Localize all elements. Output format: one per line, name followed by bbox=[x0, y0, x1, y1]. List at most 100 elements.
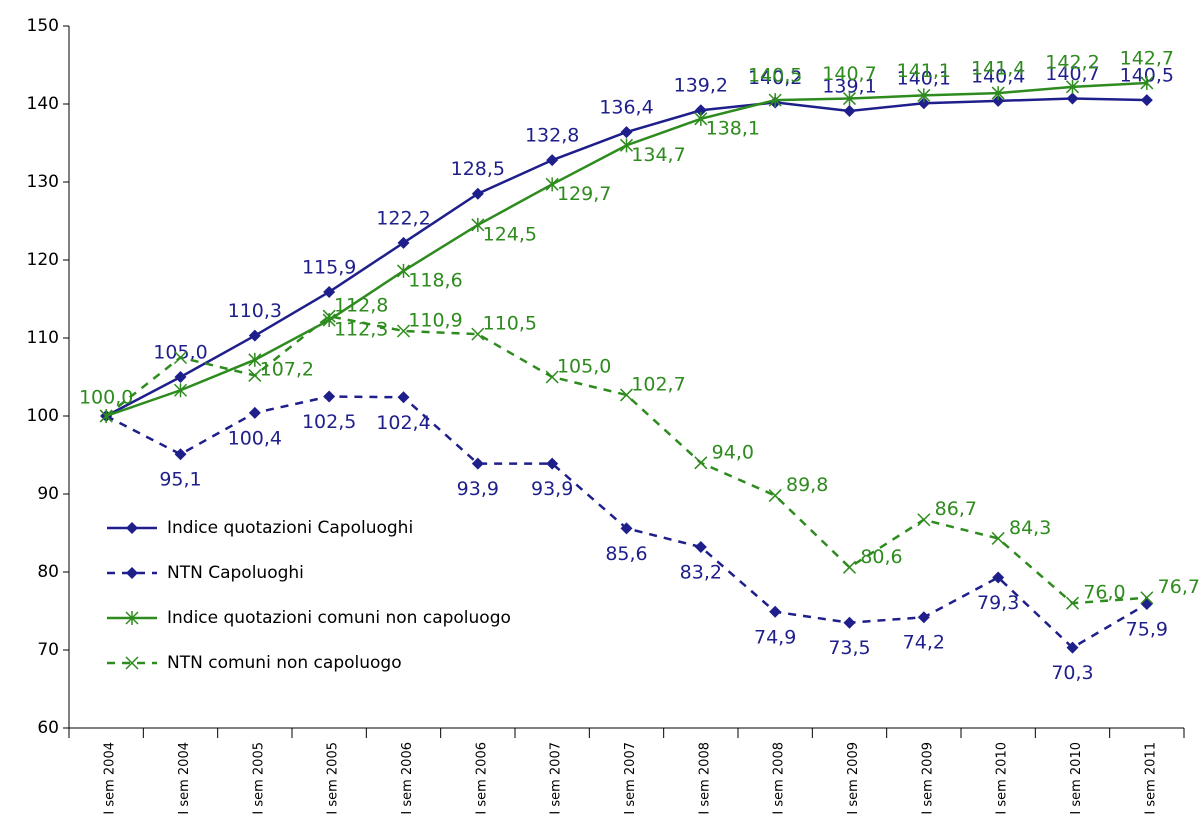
value-label: 142,2 bbox=[1045, 51, 1099, 73]
value-label: 100,0 bbox=[79, 387, 133, 409]
marker bbox=[396, 263, 411, 278]
marker bbox=[842, 91, 857, 106]
marker bbox=[248, 329, 261, 342]
legend-label: NTN comuni non capoluogo bbox=[167, 653, 402, 673]
marker bbox=[992, 571, 1005, 584]
x-tick-label: I sem 2010 bbox=[1069, 742, 1084, 815]
value-label: 84,3 bbox=[1009, 517, 1051, 539]
marker bbox=[99, 409, 113, 423]
value-label: 129,7 bbox=[557, 183, 611, 205]
marker bbox=[545, 370, 559, 384]
y-tick-label: 100 bbox=[27, 406, 59, 426]
marker bbox=[1140, 591, 1154, 605]
marker bbox=[694, 104, 707, 117]
marker bbox=[1066, 641, 1079, 654]
x-tick-label: I sem 2005 bbox=[326, 742, 341, 815]
marker bbox=[397, 391, 410, 404]
value-label: 139,1 bbox=[822, 76, 876, 98]
value-label: 128,5 bbox=[451, 158, 505, 180]
marker bbox=[546, 457, 559, 470]
value-label: 102,5 bbox=[302, 411, 356, 433]
value-label: 74,2 bbox=[903, 632, 945, 654]
marker bbox=[620, 126, 633, 139]
x-tick-label: I sem 2009 bbox=[920, 742, 935, 815]
value-label: 141,4 bbox=[971, 58, 1025, 80]
legend: Indice quotazioni Capoluoghi NTN Capoluog… bbox=[107, 518, 511, 673]
marker bbox=[620, 522, 633, 535]
value-label: 102,4 bbox=[376, 412, 430, 434]
value-label: 107,2 bbox=[260, 358, 314, 380]
value-label: 76,0 bbox=[1083, 582, 1125, 604]
x-tick-label: I sem 2004 bbox=[177, 742, 192, 815]
marker bbox=[323, 390, 336, 403]
value-label: 132,8 bbox=[525, 125, 579, 147]
x-tick-label: I sem 2004 bbox=[103, 742, 118, 815]
value-label: 139,2 bbox=[674, 75, 728, 97]
marker bbox=[248, 406, 261, 419]
marker bbox=[843, 105, 856, 118]
value-label: 140,7 bbox=[1045, 63, 1099, 85]
value-label: 76,7 bbox=[1158, 576, 1200, 598]
legend-label: NTN Capoluoghi bbox=[167, 563, 304, 583]
legend-marker bbox=[126, 522, 138, 534]
y-tick-label: 80 bbox=[37, 562, 59, 582]
value-label: 102,7 bbox=[631, 373, 685, 395]
value-label: 94,0 bbox=[712, 441, 754, 463]
marker bbox=[545, 177, 559, 192]
value-label: 122,2 bbox=[376, 207, 430, 229]
marker bbox=[768, 93, 782, 108]
y-tick-label: 140 bbox=[27, 94, 59, 114]
marker bbox=[323, 285, 336, 298]
series-line bbox=[105, 314, 1147, 605]
x-tick-label: I sem 2005 bbox=[251, 742, 266, 815]
marker bbox=[619, 388, 634, 402]
x-tick-label: I sem 2010 bbox=[995, 742, 1010, 815]
marker bbox=[248, 352, 262, 367]
marker bbox=[694, 456, 708, 470]
value-label: 86,7 bbox=[935, 498, 977, 520]
marker bbox=[396, 324, 411, 338]
marker bbox=[991, 86, 1005, 101]
value-label: 70,3 bbox=[1051, 662, 1093, 684]
x-tick-label: I sem 2011 bbox=[1143, 742, 1158, 815]
x-tick-label: I sem 2008 bbox=[772, 742, 787, 815]
value-label: 115,9 bbox=[302, 256, 356, 278]
value-label: 136,4 bbox=[599, 97, 653, 119]
value-label: 74,9 bbox=[754, 626, 796, 648]
marker bbox=[917, 611, 930, 624]
marker bbox=[843, 616, 856, 629]
marker bbox=[842, 560, 857, 574]
legend-marker bbox=[125, 611, 139, 625]
marker bbox=[248, 368, 262, 382]
marker bbox=[1140, 597, 1153, 610]
value-label: 75,9 bbox=[1126, 618, 1168, 640]
marker bbox=[619, 138, 634, 153]
value-label: 118,6 bbox=[408, 269, 462, 291]
legend-marker bbox=[125, 656, 139, 670]
value-label: 73,5 bbox=[828, 637, 870, 659]
x-tick-label: I sem 2006 bbox=[400, 742, 415, 815]
value-label: 100,4 bbox=[228, 427, 282, 449]
value-label: 79,3 bbox=[977, 592, 1019, 614]
value-label: 80,6 bbox=[860, 546, 902, 568]
y-tick-label: 70 bbox=[37, 640, 59, 660]
value-label: 110,9 bbox=[408, 309, 462, 331]
y-tick-label: 130 bbox=[27, 172, 59, 192]
y-tick-label: 120 bbox=[27, 250, 59, 270]
value-label: 140,1 bbox=[897, 68, 951, 90]
value-label: 93,9 bbox=[531, 478, 573, 500]
x-tick-label: I sem 2006 bbox=[474, 742, 489, 815]
value-label: 124,5 bbox=[483, 223, 537, 245]
legend-marker bbox=[126, 567, 138, 579]
marker bbox=[768, 489, 782, 503]
value-label: 134,7 bbox=[631, 144, 685, 166]
value-label: 112,3 bbox=[334, 319, 388, 341]
legend-label: Indice quotazioni Capoluoghi bbox=[167, 518, 413, 538]
value-label: 112,8 bbox=[334, 295, 388, 317]
y-tick-label: 110 bbox=[27, 328, 59, 348]
marker bbox=[546, 154, 559, 167]
value-label: 93,9 bbox=[457, 478, 499, 500]
value-label: 138,1 bbox=[706, 117, 760, 139]
